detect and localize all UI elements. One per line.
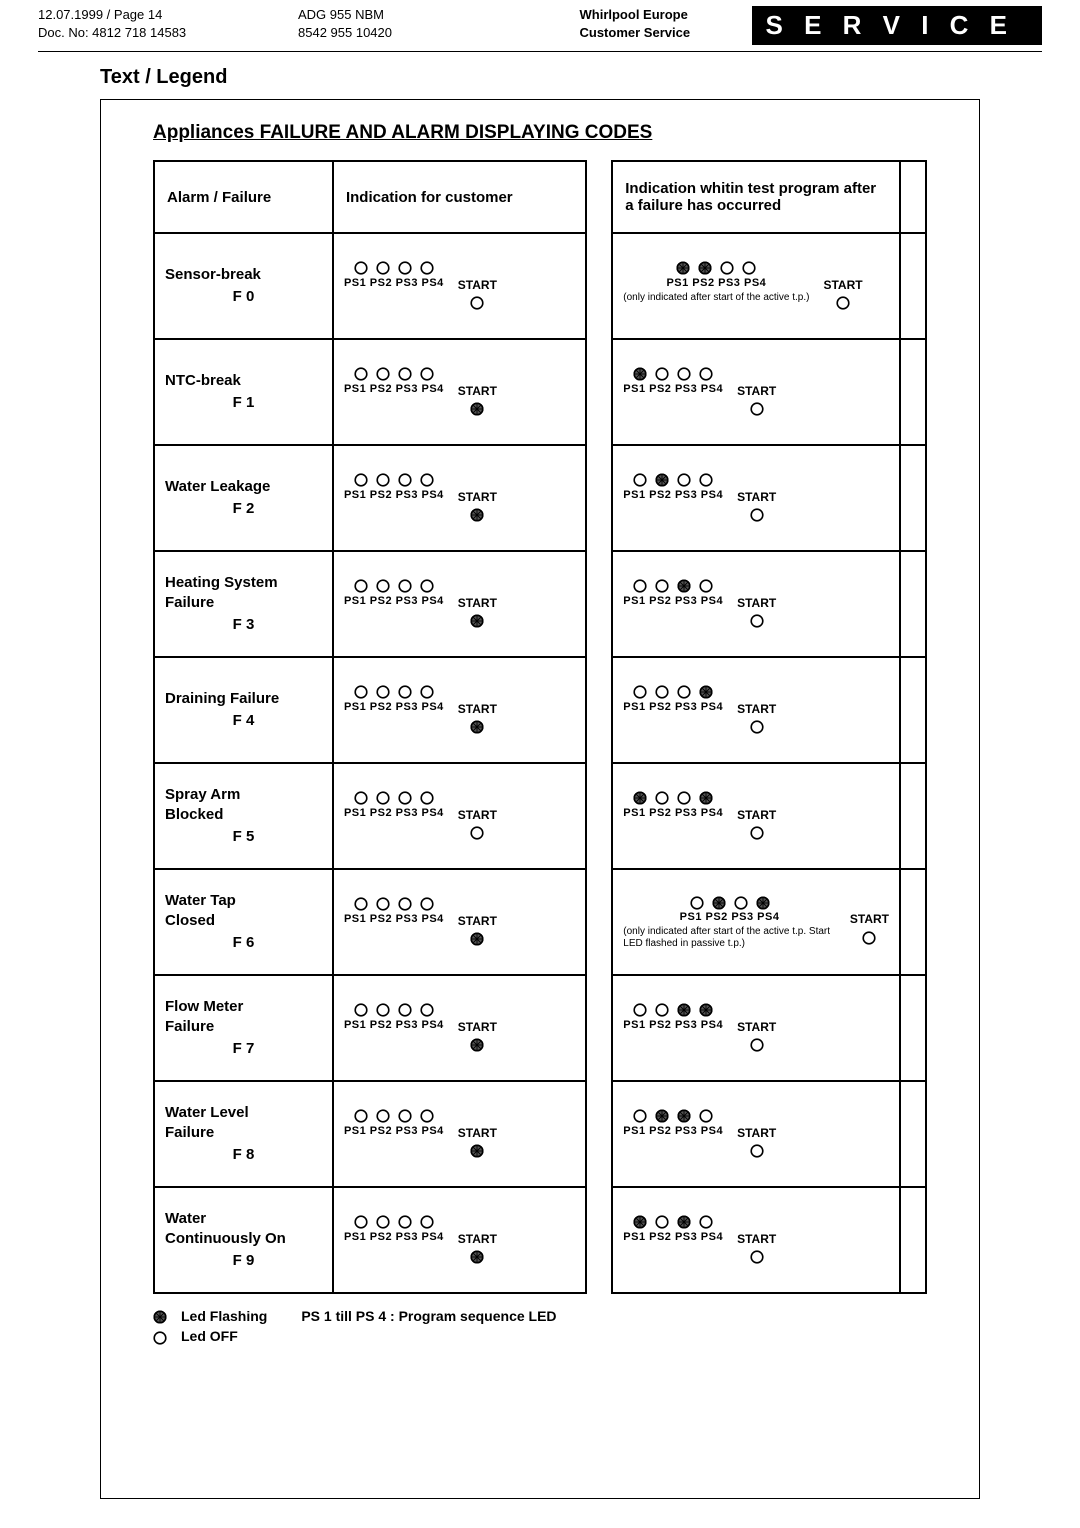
table-row: Sensor-breakF 0 PS1 PS2 PS3 PS4 START PS…	[154, 233, 926, 339]
alarm-cell: Spray ArmBlockedF 5	[154, 763, 333, 869]
alarm-cell: Water TapClosedF 6	[154, 869, 333, 975]
alarm-cell: Flow MeterFailureF 7	[154, 975, 333, 1081]
table-row: Heating SystemFailureF 3 PS1 PS2 PS3 PS4…	[154, 551, 926, 657]
table-row: Water TapClosedF 6 PS1 PS2 PS3 PS4 START…	[154, 869, 926, 975]
test-ind-cell: PS1 PS2 PS3 PS4 START	[612, 1081, 900, 1187]
extra-cell	[900, 445, 926, 551]
test-ind-cell: PS1 PS2 PS3 PS4 START	[612, 657, 900, 763]
extra-cell	[900, 763, 926, 869]
header-date: 12.07.1999 / Page 14	[38, 6, 298, 24]
extra-cell	[900, 869, 926, 975]
spacer-cell	[586, 1081, 612, 1187]
header-doc: Doc. No: 4812 718 14583	[38, 24, 298, 42]
legend-icons	[153, 1308, 167, 1345]
extra-cell	[900, 1081, 926, 1187]
spacer-cell	[586, 551, 612, 657]
customer-ind-cell: PS1 PS2 PS3 PS4 START	[333, 233, 586, 339]
col-customer: Indication for customer	[333, 161, 586, 233]
alarm-cell: WaterContinuously OnF 9	[154, 1187, 333, 1293]
customer-ind-cell: PS1 PS2 PS3 PS4 START	[333, 445, 586, 551]
table-row: Water LevelFailureF 8 PS1 PS2 PS3 PS4 ST…	[154, 1081, 926, 1187]
extra-cell	[900, 1187, 926, 1293]
customer-ind-cell: PS1 PS2 PS3 PS4 START	[333, 551, 586, 657]
section-title: Text / Legend	[100, 66, 1080, 89]
header-code: 8542 955 10420	[298, 24, 498, 42]
customer-ind-cell: PS1 PS2 PS3 PS4 START	[333, 975, 586, 1081]
codes-table: Alarm / Failure Indication for customer …	[153, 160, 927, 1294]
extra-cell	[900, 975, 926, 1081]
header-model: ADG 955 NBM	[298, 6, 498, 24]
col-alarm: Alarm / Failure	[154, 161, 333, 233]
table-header-row: Alarm / Failure Indication for customer …	[154, 161, 926, 233]
customer-ind-cell: PS1 PS2 PS3 PS4 START	[333, 869, 586, 975]
test-ind-cell: PS1 PS2 PS3 PS4 START	[612, 763, 900, 869]
customer-ind-cell: PS1 PS2 PS3 PS4 START	[333, 1187, 586, 1293]
legend-flash-label: Led Flashing	[181, 1308, 267, 1324]
spacer-cell	[586, 763, 612, 869]
extra-cell	[900, 233, 926, 339]
test-ind-cell: PS1 PS2 PS3 PS4 (only indicated after st…	[612, 233, 900, 339]
customer-ind-cell: PS1 PS2 PS3 PS4 START	[333, 763, 586, 869]
spacer-cell	[586, 1187, 612, 1293]
header-dept: Customer Service	[580, 24, 740, 42]
customer-ind-cell: PS1 PS2 PS3 PS4 START	[333, 657, 586, 763]
table-row: NTC-breakF 1 PS1 PS2 PS3 PS4 START PS1 P…	[154, 339, 926, 445]
header-left: 12.07.1999 / Page 14 Doc. No: 4812 718 1…	[38, 6, 298, 45]
service-badge: S E R V I C E	[752, 6, 1043, 45]
alarm-cell: Sensor-breakF 0	[154, 233, 333, 339]
table-row: Water LeakageF 2 PS1 PS2 PS3 PS4 START P…	[154, 445, 926, 551]
test-ind-cell: PS1 PS2 PS3 PS4 START	[612, 551, 900, 657]
extra-cell	[900, 339, 926, 445]
col-extra	[900, 161, 926, 233]
legend-ps-note: PS 1 till PS 4 : Program sequence LED	[301, 1308, 556, 1324]
test-ind-cell: PS1 PS2 PS3 PS4 START	[612, 445, 900, 551]
alarm-cell: Heating SystemFailureF 3	[154, 551, 333, 657]
alarm-cell: Water LeakageF 2	[154, 445, 333, 551]
table-row: Flow MeterFailureF 7 PS1 PS2 PS3 PS4 STA…	[154, 975, 926, 1081]
spacer-cell	[586, 339, 612, 445]
spacer-cell	[586, 657, 612, 763]
header-mid: ADG 955 NBM 8542 955 10420	[298, 6, 498, 45]
col-test: Indication whitin test program after a f…	[612, 161, 900, 233]
spacer-cell	[586, 975, 612, 1081]
spacer-cell	[586, 445, 612, 551]
table-row: Draining FailureF 4 PS1 PS2 PS3 PS4 STAR…	[154, 657, 926, 763]
customer-ind-cell: PS1 PS2 PS3 PS4 START	[333, 1081, 586, 1187]
extra-cell	[900, 551, 926, 657]
led-flashing-icon	[153, 1308, 167, 1324]
alarm-cell: Draining FailureF 4	[154, 657, 333, 763]
page-header: 12.07.1999 / Page 14 Doc. No: 4812 718 1…	[38, 0, 1042, 52]
col-spacer	[586, 161, 612, 233]
spacer-cell	[586, 233, 612, 339]
legend-off-label: Led OFF	[181, 1328, 267, 1344]
customer-ind-cell: PS1 PS2 PS3 PS4 START	[333, 339, 586, 445]
test-ind-cell: PS1 PS2 PS3 PS4 START	[612, 339, 900, 445]
test-ind-cell: PS1 PS2 PS3 PS4 START	[612, 975, 900, 1081]
led-off-icon	[153, 1328, 167, 1344]
table-row: Spray ArmBlockedF 5 PS1 PS2 PS3 PS4 STAR…	[154, 763, 926, 869]
header-right: Whirlpool Europe Customer Service	[580, 6, 740, 45]
content-frame: Appliances FAILURE AND ALARM DISPLAYING …	[100, 99, 980, 1499]
header-brand: Whirlpool Europe	[580, 6, 740, 24]
legend: Led Flashing Led OFF PS 1 till PS 4 : Pr…	[153, 1308, 927, 1345]
table-row: WaterContinuously OnF 9 PS1 PS2 PS3 PS4 …	[154, 1187, 926, 1293]
test-ind-cell: PS1 PS2 PS3 PS4 START	[612, 1187, 900, 1293]
extra-cell	[900, 657, 926, 763]
alarm-cell: NTC-breakF 1	[154, 339, 333, 445]
legend-labels: Led Flashing Led OFF	[181, 1308, 267, 1345]
spacer-cell	[586, 869, 612, 975]
table-title: Appliances FAILURE AND ALARM DISPLAYING …	[153, 122, 927, 144]
alarm-cell: Water LevelFailureF 8	[154, 1081, 333, 1187]
test-ind-cell: PS1 PS2 PS3 PS4 (only indicated after st…	[612, 869, 900, 975]
